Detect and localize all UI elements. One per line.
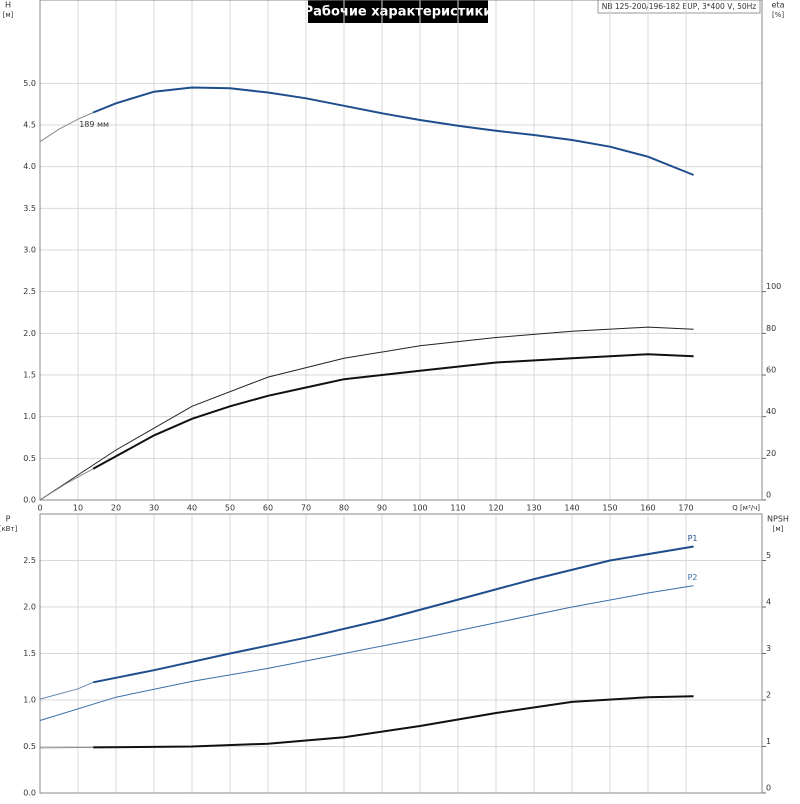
y2-tick-label: 20 [766,449,776,458]
series-label: P1 [688,534,698,543]
x-tick-label: 140 [564,504,579,513]
title-box [308,0,488,23]
y-tick-label: 5.0 [23,79,36,88]
x-tick-label: 30 [149,504,159,513]
y2-tick-label: 3 [766,644,771,653]
y2-axis-unit: [%] [772,11,784,19]
title: Рабочие характеристики [304,5,493,20]
x-tick-label: 120 [488,504,503,513]
x-tick-label: 80 [339,504,349,513]
y-tick-label: 1.5 [23,649,36,658]
y-tick-label: 1.0 [23,412,36,421]
x-tick-label: 100 [412,504,427,513]
y-tick-label: 2.5 [23,556,36,565]
x-tick-label: 90 [377,504,387,513]
x-tick-label: 60 [263,504,273,513]
plot-frame [39,513,763,794]
y2-axis-label: NPSH [767,515,789,524]
x-tick-label: 70 [301,504,311,513]
y-tick-label: 0.0 [23,496,36,505]
y2-axis-unit: [м] [773,525,784,533]
curve [39,746,94,749]
y-tick-label: 2.0 [23,329,36,338]
y2-tick-label: 5 [766,551,771,560]
y-tick-label: 1.0 [23,696,36,705]
y-axis-unit: [кВт] [0,525,18,533]
model-box [597,0,761,14]
x-tick-label: 150 [602,504,617,513]
curve [39,681,94,700]
y-tick-label: 0.5 [23,454,36,463]
plot-frame [39,0,763,501]
curve [93,545,694,684]
x-tick-label: 170 [678,504,693,513]
y2-tick-label: 2 [766,691,771,700]
x-tick-label: 50 [225,504,235,513]
y2-tick-label: 0 [766,491,771,500]
x-tick-label: 130 [526,504,541,513]
y-axis-unit: [м] [3,11,14,19]
x-tick-label: 0 [37,504,42,513]
x-tick-label: 110 [450,504,465,513]
series-label: 189 мм [79,120,109,129]
x-tick-label: 40 [187,504,197,513]
y-tick-label: 0.5 [23,742,36,751]
series-label: P2 [688,573,698,582]
x-tick-label: 10 [73,504,83,513]
y-tick-label: 3.5 [23,204,36,213]
curve [39,112,94,143]
y-tick-label: 4.5 [23,121,36,130]
x-axis-label: Q [м³/ч] [732,504,760,512]
curve [39,468,94,501]
y-tick-label: 3.0 [23,246,36,255]
x-tick-label: 160 [640,504,655,513]
y2-tick-label: 60 [766,366,776,375]
curve [93,695,694,749]
curve [39,585,694,721]
y2-tick-label: 40 [766,407,776,416]
curve [92,86,694,176]
y2-tick-label: 80 [766,324,776,333]
y-axis-label: P [6,515,11,524]
y-axis-label: H [5,1,11,10]
y2-tick-label: 4 [766,598,771,607]
y2-tick-label: 100 [766,282,781,291]
y2-tick-label: 1 [766,737,771,746]
curve [39,326,694,501]
y-tick-label: 2.5 [23,287,36,296]
y-tick-label: 2.0 [23,603,36,612]
y-tick-label: 0.0 [23,789,36,798]
y2-tick-label: 0 [766,784,771,793]
x-tick-label: 20 [111,504,121,513]
y2-axis-label: eta [772,1,785,10]
curve [92,353,694,470]
model: NB 125-200/196-182 EUP, 3*400 V, 50Hz [602,2,757,11]
y-tick-label: 4.0 [23,162,36,171]
y-tick-label: 1.5 [23,371,36,380]
